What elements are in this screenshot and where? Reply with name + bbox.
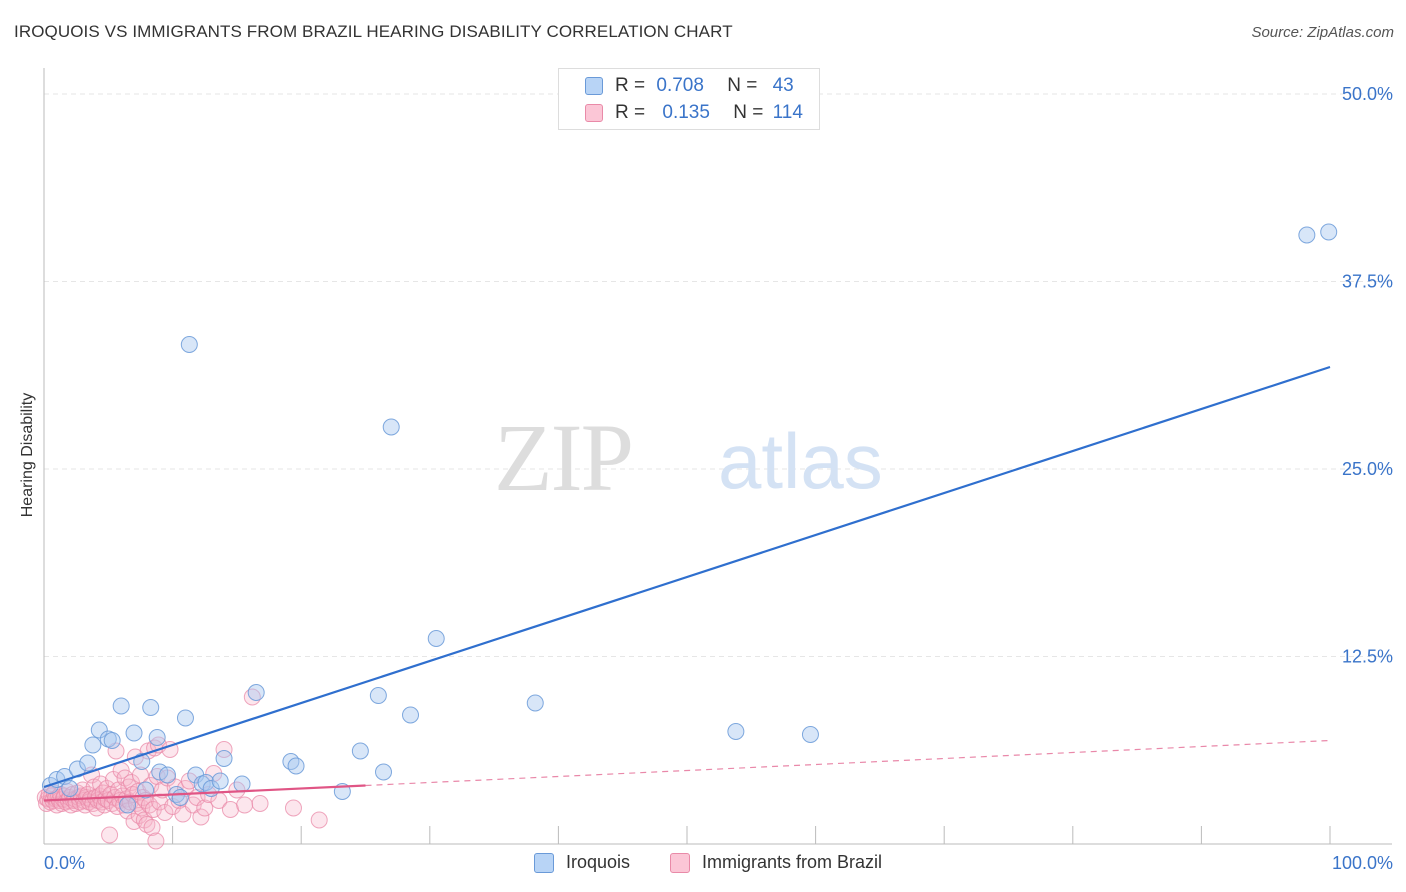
stats-legend: R = 0.708 N = 43 R = 0.135 N = 114 — [558, 68, 820, 130]
iroquois-point-31 — [282, 753, 300, 770]
iroquois-point-6 — [84, 736, 102, 754]
iroquois-point-29 — [233, 775, 251, 793]
legend-n-value: 43 — [772, 75, 794, 96]
iroquois-point-12 — [125, 724, 143, 742]
iroquois-point-3 — [61, 780, 79, 797]
iroquois-point-34 — [351, 742, 369, 760]
series-legend: Iroquois Immigrants from Brazil — [0, 850, 1406, 878]
iroquois-point-44 — [1320, 223, 1338, 241]
brazil-point-74 — [131, 766, 149, 784]
watermark-zip: ZIP — [494, 404, 632, 511]
x-ticks — [172, 826, 1331, 844]
x-tick-label-max: 100.0% — [1332, 853, 1393, 873]
brazil-trend-extension — [365, 739, 1331, 787]
x-tick-label-min: 0.0% — [44, 853, 85, 873]
brazil-point-110 — [236, 796, 254, 814]
legend-r-label: R = — [615, 75, 646, 96]
gridlines — [44, 93, 1392, 657]
brazil-point-55 — [107, 742, 125, 760]
brazil-point-86 — [147, 832, 165, 850]
iroquois-point-28 — [215, 750, 233, 767]
iroquois-point-37 — [382, 418, 400, 436]
iroquois-point-40 — [526, 694, 544, 712]
iroquois-trend-line — [43, 365, 1331, 789]
y-tick-label-2: 37.5% — [1342, 272, 1393, 292]
brazil-point-102 — [192, 808, 210, 826]
legend-label-brazil: Immigrants from Brazil — [702, 852, 883, 872]
iroquois-point-22 — [180, 336, 198, 353]
iroquois-point-43 — [1298, 226, 1316, 244]
brazil-point-83 — [143, 819, 161, 836]
legend-swatch-brazil — [585, 104, 603, 122]
legend-n-value: 114 — [772, 102, 803, 123]
iroquois-point-15 — [142, 699, 160, 716]
y-tick-label-0: 12.5% — [1342, 647, 1393, 667]
legend-item-brazil[interactable]: Immigrants from Brazil — [670, 852, 882, 873]
legend-label-iroquois: Iroquois — [566, 852, 631, 872]
iroquois-point-7 — [90, 721, 108, 739]
y-tick-label-1: 25.0% — [1342, 459, 1393, 479]
brazil-point-113 — [284, 799, 302, 817]
iroquois-point-18 — [158, 766, 176, 784]
iroquois-point-20 — [171, 789, 189, 806]
legend-r-label: R = — [615, 102, 646, 123]
iroquois-point-32 — [287, 757, 305, 775]
iroquois-point-36 — [375, 763, 393, 781]
iroquois-point-41 — [727, 723, 745, 740]
iroquois-point-14 — [137, 781, 155, 799]
brazil-point-103 — [196, 799, 214, 817]
iroquois-point-11 — [119, 796, 137, 814]
iroquois-points — [41, 223, 1338, 814]
brazil-point-108 — [221, 801, 239, 818]
brazil-point-50 — [101, 826, 119, 844]
chart-title: IROQUOIS VS IMMIGRANTS FROM BRAZIL HEARI… — [14, 22, 733, 41]
iroquois-point-5 — [79, 754, 97, 772]
legend-r-value: 0.708 — [656, 75, 704, 96]
legend-n-label: N = — [727, 75, 758, 96]
legend-n-label: N = — [733, 102, 764, 123]
watermark-atlas: atlas — [718, 417, 883, 505]
iroquois-point-38 — [402, 706, 420, 724]
watermark: ZIP atlas — [494, 404, 883, 511]
legend-r-value: 0.135 — [662, 102, 710, 123]
iroquois-point-42 — [801, 726, 819, 743]
iroquois-point-9 — [103, 732, 121, 749]
legend-swatch-brazil — [670, 852, 690, 873]
iroquois-point-39 — [427, 630, 445, 647]
iroquois-point-16 — [148, 729, 166, 746]
iroquois-point-30 — [247, 684, 265, 701]
legend-item-iroquois[interactable]: Iroquois — [534, 852, 630, 873]
brazil-point-79 — [138, 816, 156, 833]
axes — [43, 68, 1392, 845]
legend-swatch-iroquois — [534, 852, 554, 873]
iroquois-point-10 — [112, 697, 130, 715]
iroquois-point-35 — [369, 687, 387, 704]
legend-swatch-iroquois — [585, 77, 603, 95]
y-tick-labels: 12.5% 25.0% 37.5% 50.0% — [1342, 84, 1393, 667]
trend-lines — [43, 365, 1331, 802]
source-label: Source: ZipAtlas.com — [1251, 24, 1394, 41]
brazil-point-107 — [215, 741, 233, 758]
brazil-point-99 — [180, 772, 198, 790]
iroquois-point-21 — [176, 709, 194, 727]
brazil-point-114 — [310, 811, 328, 829]
brazil-point-112 — [251, 795, 269, 812]
iroquois-point-27 — [211, 772, 229, 790]
x-tick-labels: 0.0% 100.0% — [44, 853, 1393, 873]
y-tick-label-3: 50.0% — [1342, 84, 1393, 104]
brazil-trend-line — [43, 784, 366, 802]
